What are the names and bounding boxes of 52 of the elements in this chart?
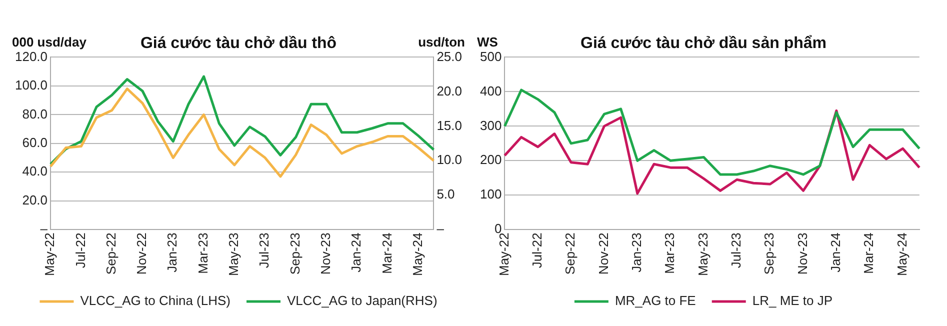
x-tick-label: Sep-22 [103, 232, 118, 275]
x-tick-label: Nov-22 [596, 232, 611, 275]
y-tick-label: 300 [480, 118, 502, 133]
x-tick-label: May-23 [695, 232, 710, 276]
y-tick-label: 40.0 [22, 164, 48, 179]
y-tick-label: 120.0 [14, 48, 48, 64]
y-tick-label: 500 [480, 48, 502, 64]
y-tick-label: 100 [480, 186, 502, 202]
y-tick-label: 80.0 [22, 106, 48, 122]
legend-label: VLCC_AG to China (LHS) [80, 293, 230, 308]
x-tick-label: Mar-23 [662, 232, 678, 274]
y-tick-label: 100.0 [14, 78, 48, 93]
x-tick-label: Mar-24 [861, 232, 876, 274]
x-tick-label: Mar-24 [379, 232, 394, 274]
x-tick-label: Mar-23 [195, 232, 210, 274]
y-tick-label: 60.0 [22, 135, 48, 150]
legend-label: LR_ ME to JP [752, 293, 833, 308]
x-tick-label: Jul-22 [72, 232, 88, 268]
x-tick-label: May-22 [42, 232, 58, 276]
y2-tick-label: 5.0 [436, 186, 455, 202]
x-tick-label: Jan-23 [164, 232, 180, 272]
legend-label: MR_AG to FE [614, 293, 696, 308]
x-tick-label: Sep-23 [762, 232, 777, 275]
y-axis-title: 000 usd/day [12, 34, 88, 50]
chart-title: Giá cước tàu chở dầu sản phẩm [580, 35, 826, 52]
y-tick-label: 400 [480, 83, 502, 98]
y2-tick-label: 20.0 [436, 83, 462, 98]
x-tick-label: Sep-22 [562, 232, 578, 275]
y2-axis-title: usd/ton [418, 34, 466, 50]
x-tick-label: Jul-23 [728, 232, 744, 268]
x-tick-label: May-23 [226, 232, 242, 276]
y-axis-title: WS [477, 34, 498, 50]
chart-title: Giá cước tàu chở dầu thô [140, 35, 337, 52]
x-tick-label: May-24 [410, 232, 425, 276]
y2-tick-label: – [436, 221, 445, 236]
y-tick-label: 20.0 [22, 192, 48, 208]
y-tick-label: 200 [480, 152, 502, 168]
y2-tick-label: 25.0 [436, 48, 462, 64]
x-tick-label: Jan-23 [628, 232, 644, 272]
x-tick-label: Sep-23 [287, 232, 302, 275]
x-tick-label: Jan-24 [348, 232, 364, 272]
x-tick-label: Jul-22 [529, 232, 544, 268]
x-tick-label: Nov-22 [134, 232, 150, 275]
y2-tick-label: 10.0 [436, 152, 462, 168]
y2-tick-label: 15.0 [436, 118, 462, 133]
x-tick-label: May-24 [894, 232, 910, 276]
x-tick-label: Jan-24 [828, 232, 844, 272]
x-tick-label: May-22 [496, 232, 512, 276]
x-tick-label: Jul-23 [256, 232, 272, 268]
x-tick-label: Nov-23 [318, 232, 333, 275]
legend-label: VLCC_AG to Japan(RHS) [287, 293, 438, 308]
x-tick-label: Nov-23 [794, 232, 810, 275]
